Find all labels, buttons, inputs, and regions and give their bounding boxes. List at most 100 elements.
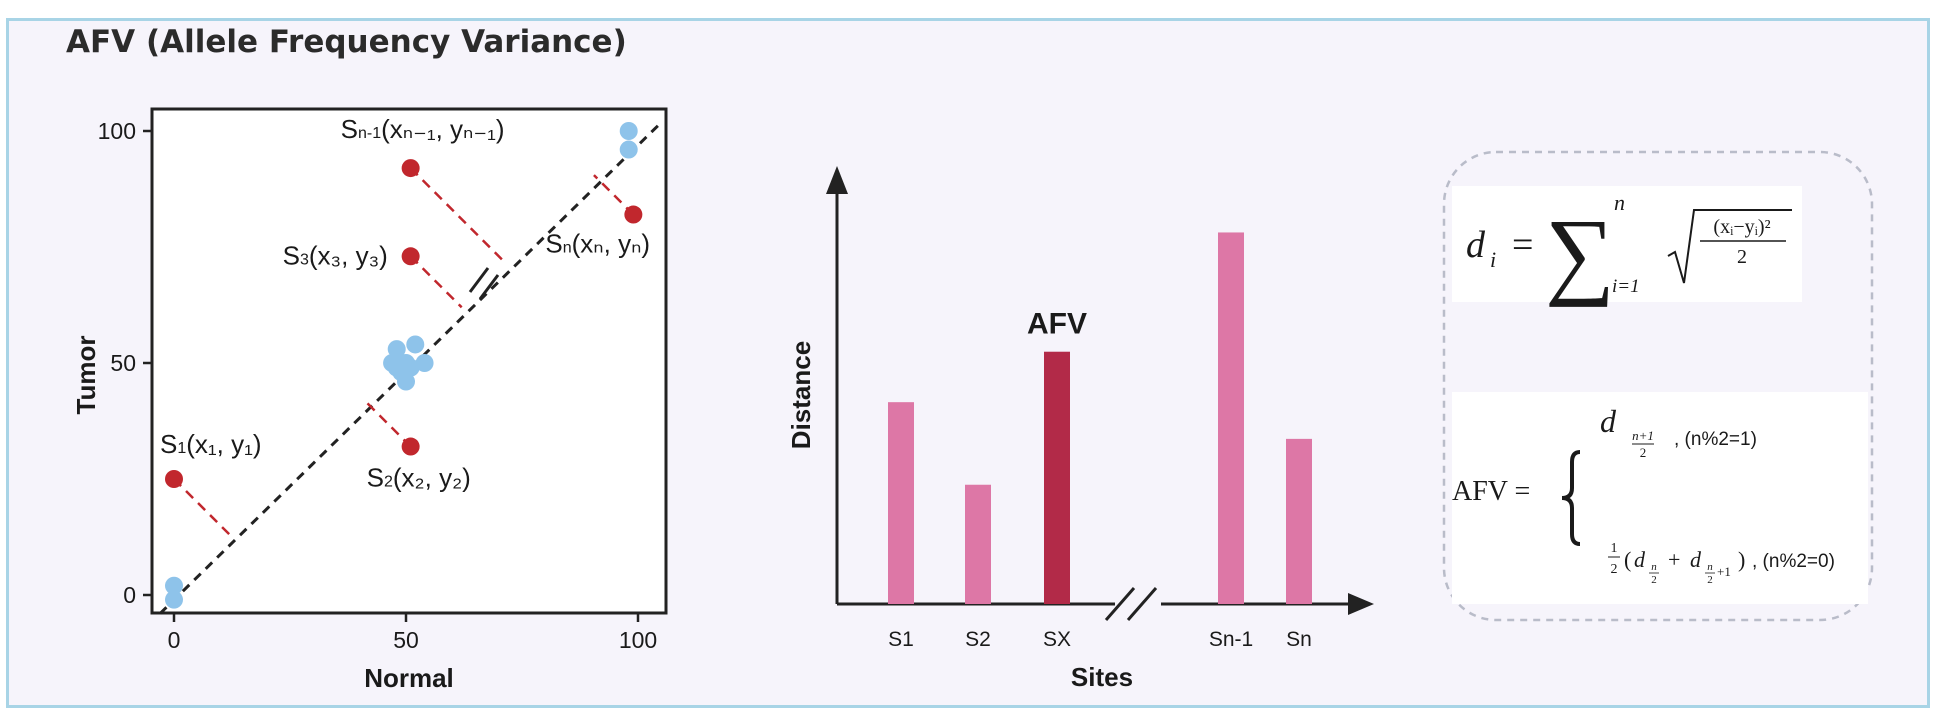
distance-equals: = [1512,224,1533,266]
blue-data-point [401,358,420,377]
distance-to-diagonal-line [409,255,463,309]
site-label-name: S [160,429,177,459]
scatter-y-axis-label: Tumor [71,336,101,415]
bar-category-label: S2 [965,628,991,651]
distance-formula: d i = ∑ n i=1 (xᵢ−yᵢ)² 2 [1452,186,1802,308]
scatter-x-tick-label: 50 [393,627,419,653]
afv-bar-label: AFV [1027,308,1087,341]
bar-category-label: SX [1043,628,1071,651]
axis-break-gap [1115,590,1161,618]
blue-data-point [165,576,183,595]
afv-bar [1044,351,1070,604]
bar-x-axis-label: Sites [1071,662,1133,692]
site-point-label: S1(x₁, y₁) [160,429,262,459]
blue-data-point [619,122,638,140]
afv-even-d1: d [1634,547,1646,572]
blue-data-point [619,140,638,159]
blue-data-point [387,358,406,377]
bar-marks [888,232,1312,604]
distance-to-diagonal-line [365,401,412,448]
bar-category-labels: S1 S2 SX Sn-1 Sn [888,628,1312,651]
afv-odd-condition: , (n%2=1) [1674,429,1757,450]
scatter-x-tick-label: 100 [619,627,657,653]
site-label-subscript: 3 [300,251,309,268]
site-label-coords: (x₃, y₃) [309,240,388,270]
afv-even-open-paren: ( [1624,547,1631,572]
site-point-label: Sn-1(xₙ₋₁, yₙ₋₁) [341,114,505,144]
scatter-x-axis-label: Normal [364,663,454,693]
site-data-point [401,437,420,456]
sum-upper-limit: n [1614,190,1625,215]
site-data-point [624,205,643,224]
afv-even-condition: , (n%2=0) [1752,551,1835,572]
afv-even-close-paren: ) [1738,547,1745,572]
distance-formula-box [1452,186,1802,302]
scatter-ticks: 0 50 100 0 50 100 [98,118,658,653]
site-label-name: S [283,240,300,270]
blue-data-point [397,372,415,391]
afv-even-half-numerator: 1 [1611,541,1618,556]
afv-even-plus: + [1668,547,1680,572]
blue-data-point [406,335,425,354]
afv-brace [1561,450,1581,546]
radicand-denominator: 2 [1737,246,1747,268]
bar-chart: S1 S2 SX Sn-1 Sn AFV Sites Distance [786,166,1374,692]
bar-x-axis-arrow [1348,593,1374,615]
afv-even-d1-sub-denominator: 2 [1651,574,1657,586]
afv-even-d2-sub-denominator: 2 [1707,574,1713,586]
bar [888,402,914,604]
afv-lhs: AFV = [1452,476,1530,507]
site-label-subscript: 2 [384,474,393,491]
site-label-name: S [367,463,384,493]
formula-panel: d i = ∑ n i=1 (xᵢ−yᵢ)² 2 AFV = d n +1 2 ,… [1442,150,1874,622]
formula-panel-border [1442,150,1874,622]
blue-points [165,122,638,609]
bar-category-label: S1 [888,628,914,651]
site-label-subscript: 1 [177,440,186,457]
site-data-point [401,247,420,266]
scatter-y-tick-label: 0 [123,582,136,608]
x-axis-break-marker [1104,587,1158,621]
afv-formula: AFV = d n+1 2 , (n%2=1) 1 2 ( d n 2 + d … [1452,392,1868,604]
afv-formula-box [1452,392,1868,604]
distance-lhs: d [1466,224,1486,266]
bar [1218,232,1244,604]
afv-odd-d: d [1600,403,1617,439]
afv-even-d2: d [1690,547,1702,572]
site-label-subscript: n-1 [358,125,381,142]
bar-y-axis-arrow [826,166,848,194]
labeled-points [165,159,643,488]
afv-even-half-denominator: 2 [1611,562,1618,577]
square-root-sign [1667,209,1792,284]
sum-symbol: ∑ [1545,200,1615,308]
site-label-coords: (xₙ, yₙ) [572,229,650,259]
site-data-point [401,159,420,178]
radicand-numerator: (xᵢ−yᵢ)² [1713,216,1770,238]
bar-category-label: Sn [1286,628,1312,651]
point-labels: S1(x₁, y₁)S2(x₂, y₂)S3(x₃, y₃)Sn-1(xₙ₋₁,… [160,114,650,492]
site-label-subscript: n [563,240,572,257]
scatter-y-tick-label: 100 [98,118,136,144]
bar [965,484,991,604]
sum-lower-limit: i=1 [1612,276,1640,297]
distance-lines [173,167,635,538]
blue-data-point [165,590,183,609]
distance-to-diagonal-line [173,478,233,538]
site-label-coords: (x₁, y₁) [186,429,261,459]
scatter-x-tick-label: 0 [168,627,181,653]
identity-diagonal-line [158,120,664,615]
afv-odd-sub-denominator: 2 [1640,445,1647,460]
site-point-label: S3(x₃, y₃) [283,240,388,270]
site-point-label: Sn(xₙ, yₙ) [545,229,650,259]
afv-even-d1-sub-numerator: n [1651,561,1657,573]
figure-title: AFV (Allele Frequency Variance) [66,24,627,60]
site-label-coords: (xₙ₋₁, yₙ₋₁) [381,114,504,144]
bar [1286,438,1312,604]
bar-y-axis-label: Distance [786,341,816,449]
scatter-y-tick-label: 50 [110,350,136,376]
afv-even-d2-sub-numerator: n [1707,561,1713,573]
site-data-point [165,470,183,488]
site-label-coords: (x₂, y₂) [393,463,471,493]
